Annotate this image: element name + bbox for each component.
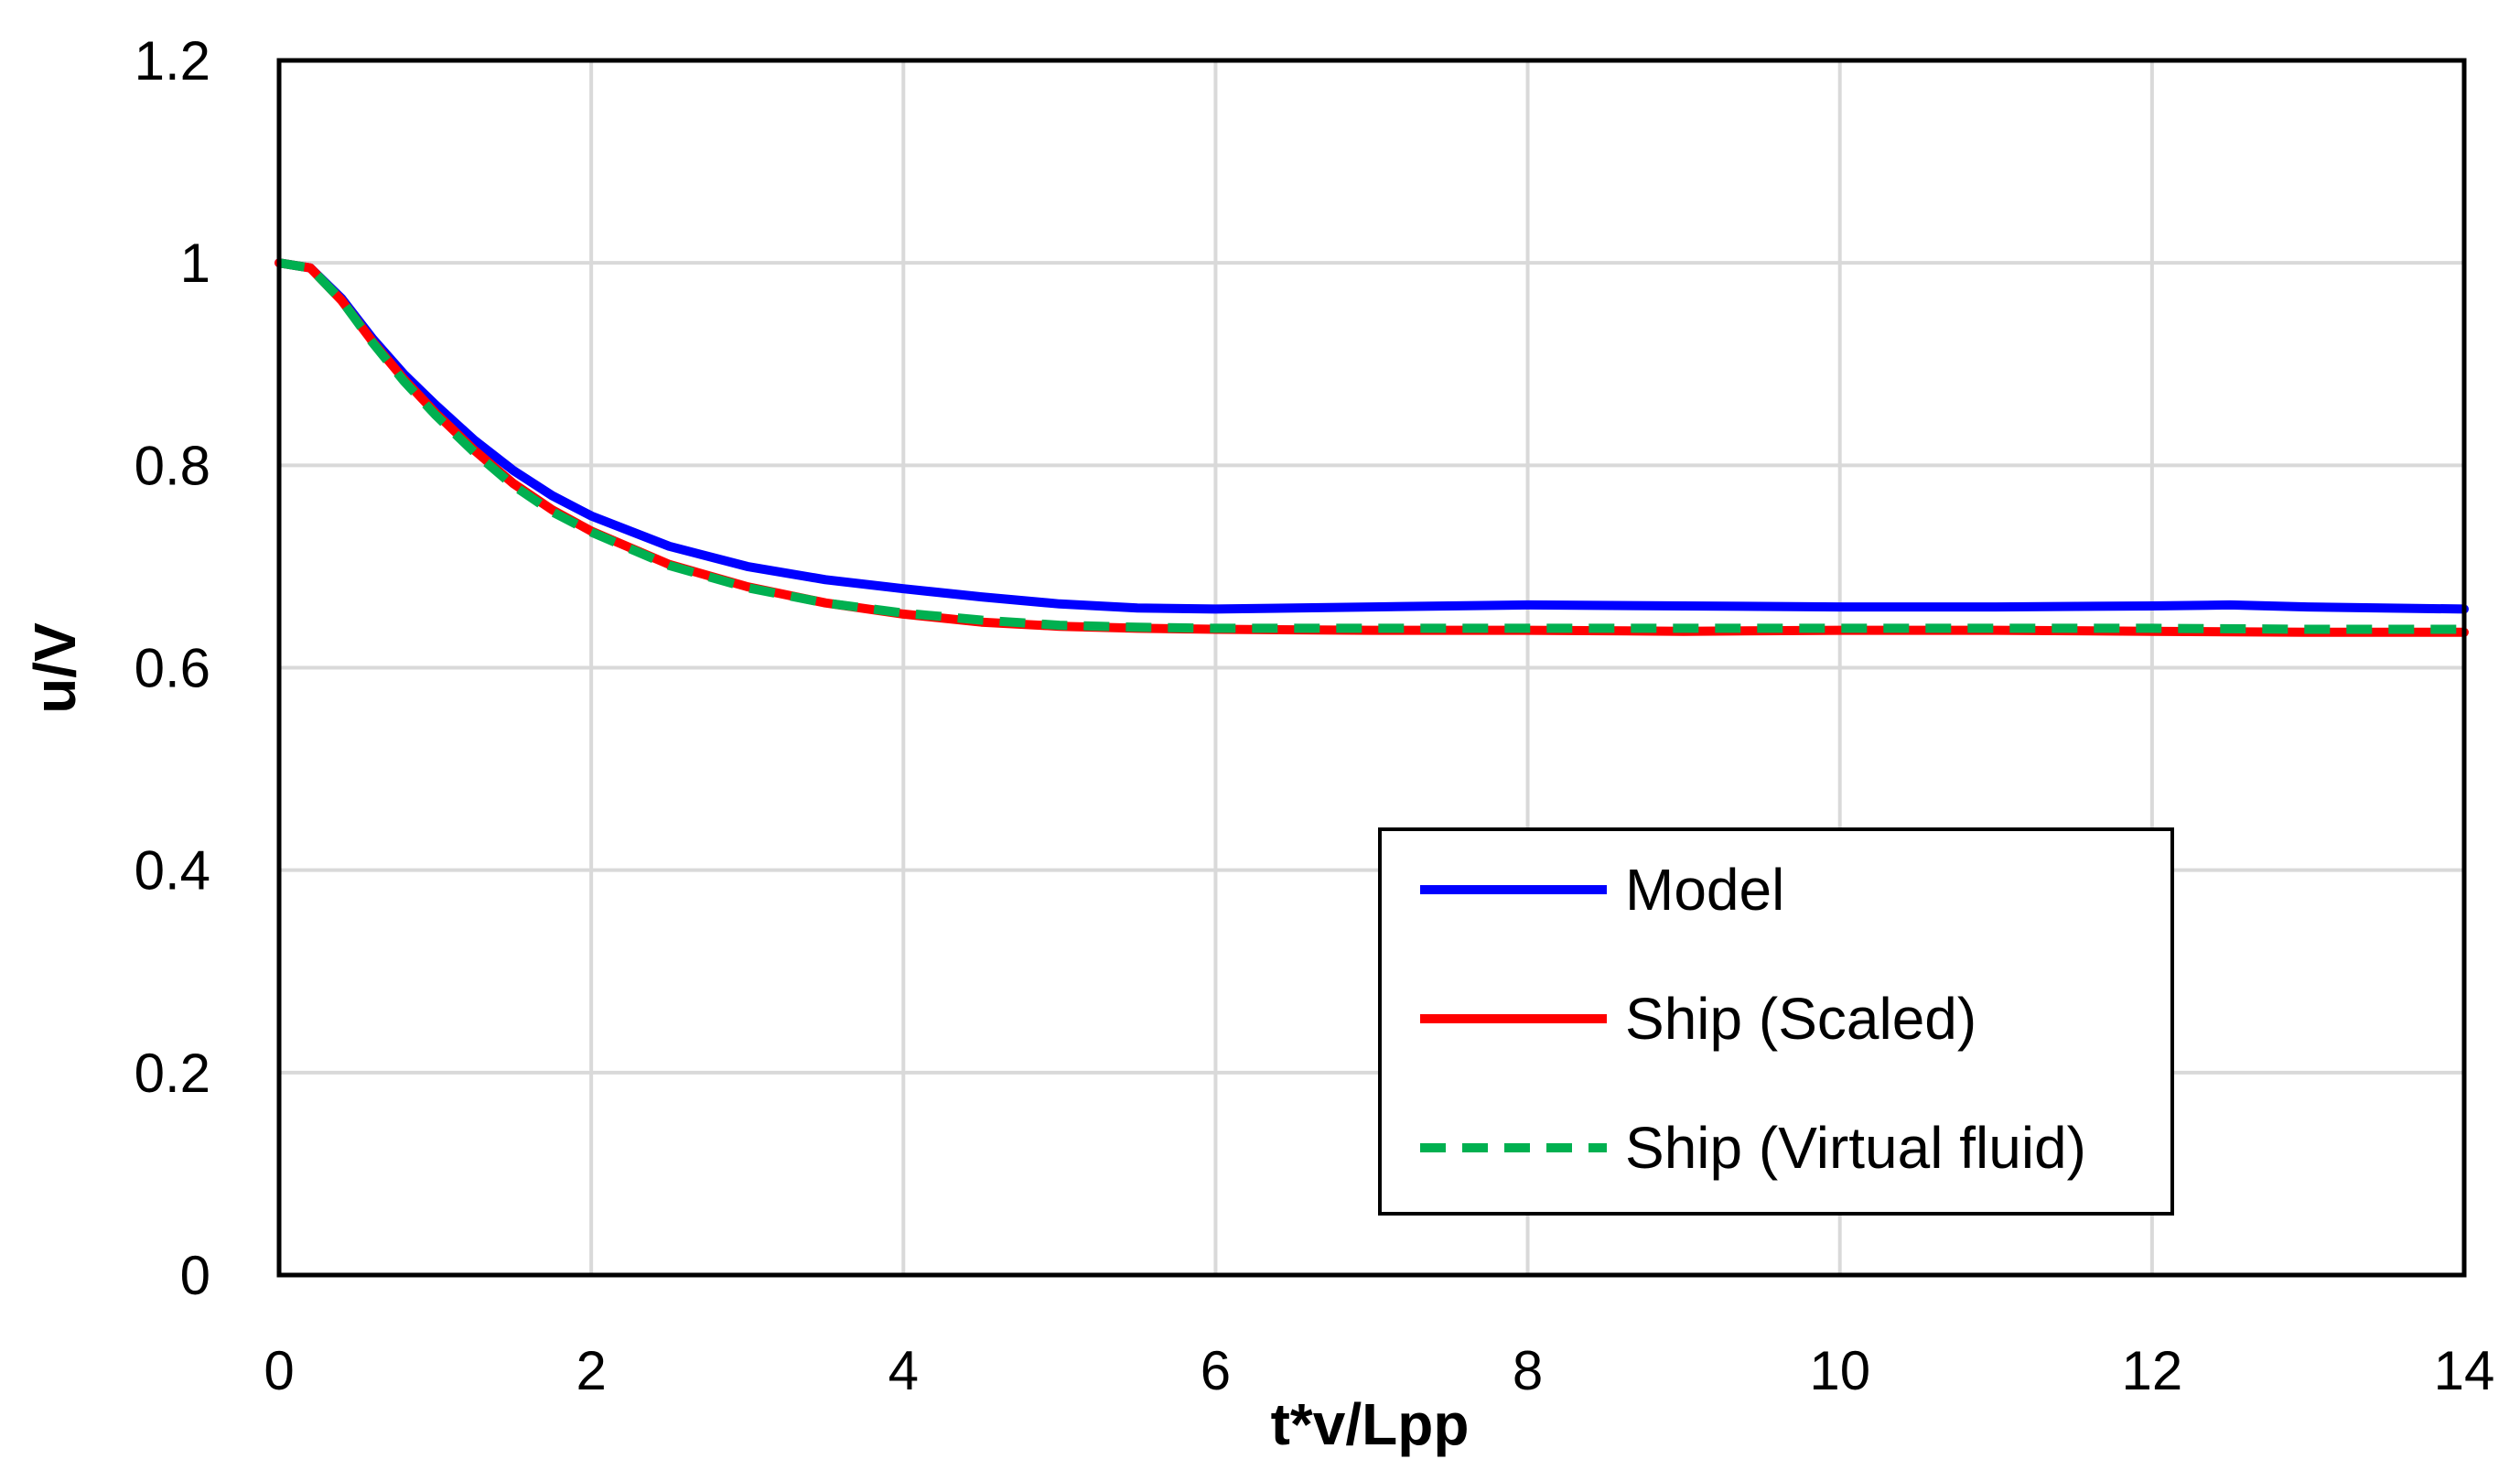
x-tick-label: 10	[1809, 1340, 1870, 1401]
legend-label: Ship (Virtual fluid)	[1625, 1115, 2086, 1181]
x-tick-label: 8	[1513, 1340, 1543, 1401]
series-line-3	[278, 258, 2464, 634]
y-tick-label: 0	[180, 1245, 210, 1306]
grid-lines	[279, 60, 2464, 1275]
plot-area-border	[276, 58, 2467, 1278]
y-tick-label: 1	[180, 232, 210, 294]
x-tick-label: 4	[888, 1340, 919, 1401]
y-tick-label: 0.6	[135, 638, 210, 699]
x-axis-title: t*v/Lpp	[1271, 1391, 1470, 1457]
y-tick-label: 1.2	[135, 30, 210, 92]
series-lines	[275, 258, 2469, 637]
y-tick-labels: 0 0.2 0.4 0.6 0.8 1 1.2	[135, 30, 210, 1306]
x-tick-label: 0	[264, 1340, 294, 1401]
x-tick-label: 6	[1201, 1340, 1231, 1401]
x-tick-label: 2	[576, 1340, 606, 1401]
legend-label: Ship (Scaled)	[1625, 986, 1976, 1052]
y-tick-label: 0.8	[135, 435, 210, 496]
y-tick-label: 0.4	[135, 840, 210, 902]
y-axis-title: u/V	[22, 622, 88, 714]
legend-label: Model	[1625, 857, 1784, 923]
x-tick-labels: 0 2 4 6 8 10 12 14	[264, 1340, 2494, 1401]
y-tick-label: 0.2	[135, 1043, 210, 1104]
legend: Model Ship (Scaled) Ship (Virtual fluid)	[1378, 827, 2174, 1216]
x-tick-label: 14	[2434, 1340, 2495, 1401]
x-tick-label: 12	[2121, 1340, 2182, 1401]
